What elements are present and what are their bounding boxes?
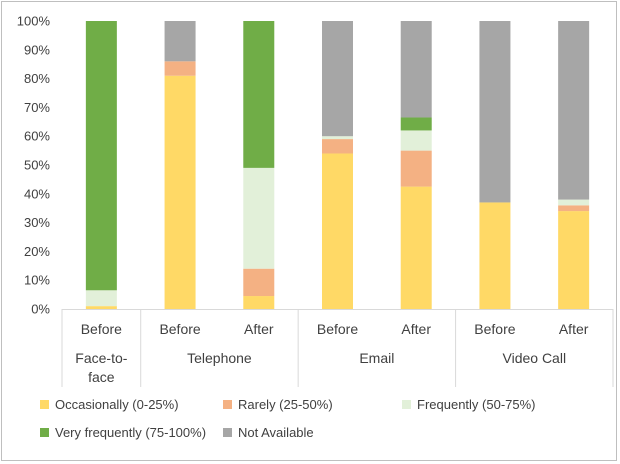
y-tick-label: 80% (24, 71, 50, 86)
bar-segment-1 (243, 296, 275, 309)
bar-segment-2 (322, 139, 353, 154)
bar-segment-5 (322, 21, 353, 137)
bar-segment-5 (164, 21, 196, 62)
x-group-label: Video Call (503, 350, 567, 366)
bar-segment-3 (400, 130, 432, 151)
legend-label: Not Available (238, 425, 314, 440)
y-tick-label: 60% (24, 129, 50, 144)
bar-segment-2 (243, 268, 275, 297)
legend-swatch (40, 400, 49, 409)
legend-swatch (402, 400, 411, 409)
bar-segment-1 (85, 306, 117, 309)
y-tick-label: 20% (24, 244, 50, 259)
x-tick-label: After (401, 321, 431, 337)
y-tick-label: 40% (24, 186, 50, 201)
bar-segment-4 (400, 117, 432, 131)
y-tick-label: 100% (17, 14, 51, 29)
x-tick-label: Before (81, 321, 122, 337)
bar-segment-5 (558, 21, 590, 200)
bar-segment-1 (322, 153, 353, 309)
y-tick-label: 70% (24, 100, 50, 115)
legend-swatch (223, 400, 232, 409)
legend-label: Occasionally (0-25%) (55, 397, 179, 412)
bar-segment-4 (85, 21, 117, 291)
x-tick-label: After (559, 321, 589, 337)
bar-segment-1 (558, 211, 590, 309)
legend-label: Rarely (25-50%) (238, 397, 333, 412)
bars (85, 21, 590, 309)
y-tick-label: 90% (24, 42, 50, 57)
x-tick-label: Before (317, 321, 358, 337)
bar-segment-3 (322, 136, 353, 140)
legend-swatch (40, 428, 49, 437)
bar-segment-1 (164, 75, 196, 309)
bar-segment-2 (400, 150, 432, 187)
legend-swatch (223, 428, 232, 437)
legend-label: Frequently (50-75%) (417, 397, 536, 412)
bar-segment-5 (479, 21, 511, 203)
bar-segment-2 (164, 61, 196, 76)
y-tick-label: 30% (24, 215, 50, 230)
legend: Occasionally (0-25%) Rarely (25-50%) Frequ… (40, 397, 536, 440)
x-axis: Before Before After Before After Before After F… (61, 309, 614, 387)
y-axis: 0% 10% 20% 30% 40% 50% 60% 70% 80% 90% 100% (17, 14, 51, 317)
y-tick-label: 0% (31, 302, 50, 317)
x-tick-label: After (244, 321, 274, 337)
bar-segment-3 (85, 290, 117, 307)
bar-segment-2 (558, 205, 590, 212)
legend-label: Very frequently (75-100%) (55, 425, 206, 440)
x-tick-label: Before (474, 321, 515, 337)
bar-segment-3 (558, 199, 590, 206)
x-group-label: Email (359, 350, 394, 366)
x-group-label: face (88, 369, 115, 385)
x-group-label: Telephone (187, 350, 252, 366)
bar-segment-3 (243, 167, 275, 269)
bar-segment-5 (400, 21, 432, 118)
y-tick-label: 50% (24, 158, 50, 173)
bar-segment-1 (400, 186, 432, 309)
x-tick-label: Before (159, 321, 200, 337)
bar-segment-1 (479, 202, 511, 309)
y-tick-label: 10% (24, 273, 50, 288)
bar-segment-4 (243, 21, 275, 168)
x-group-label: Face-to- (75, 350, 127, 366)
